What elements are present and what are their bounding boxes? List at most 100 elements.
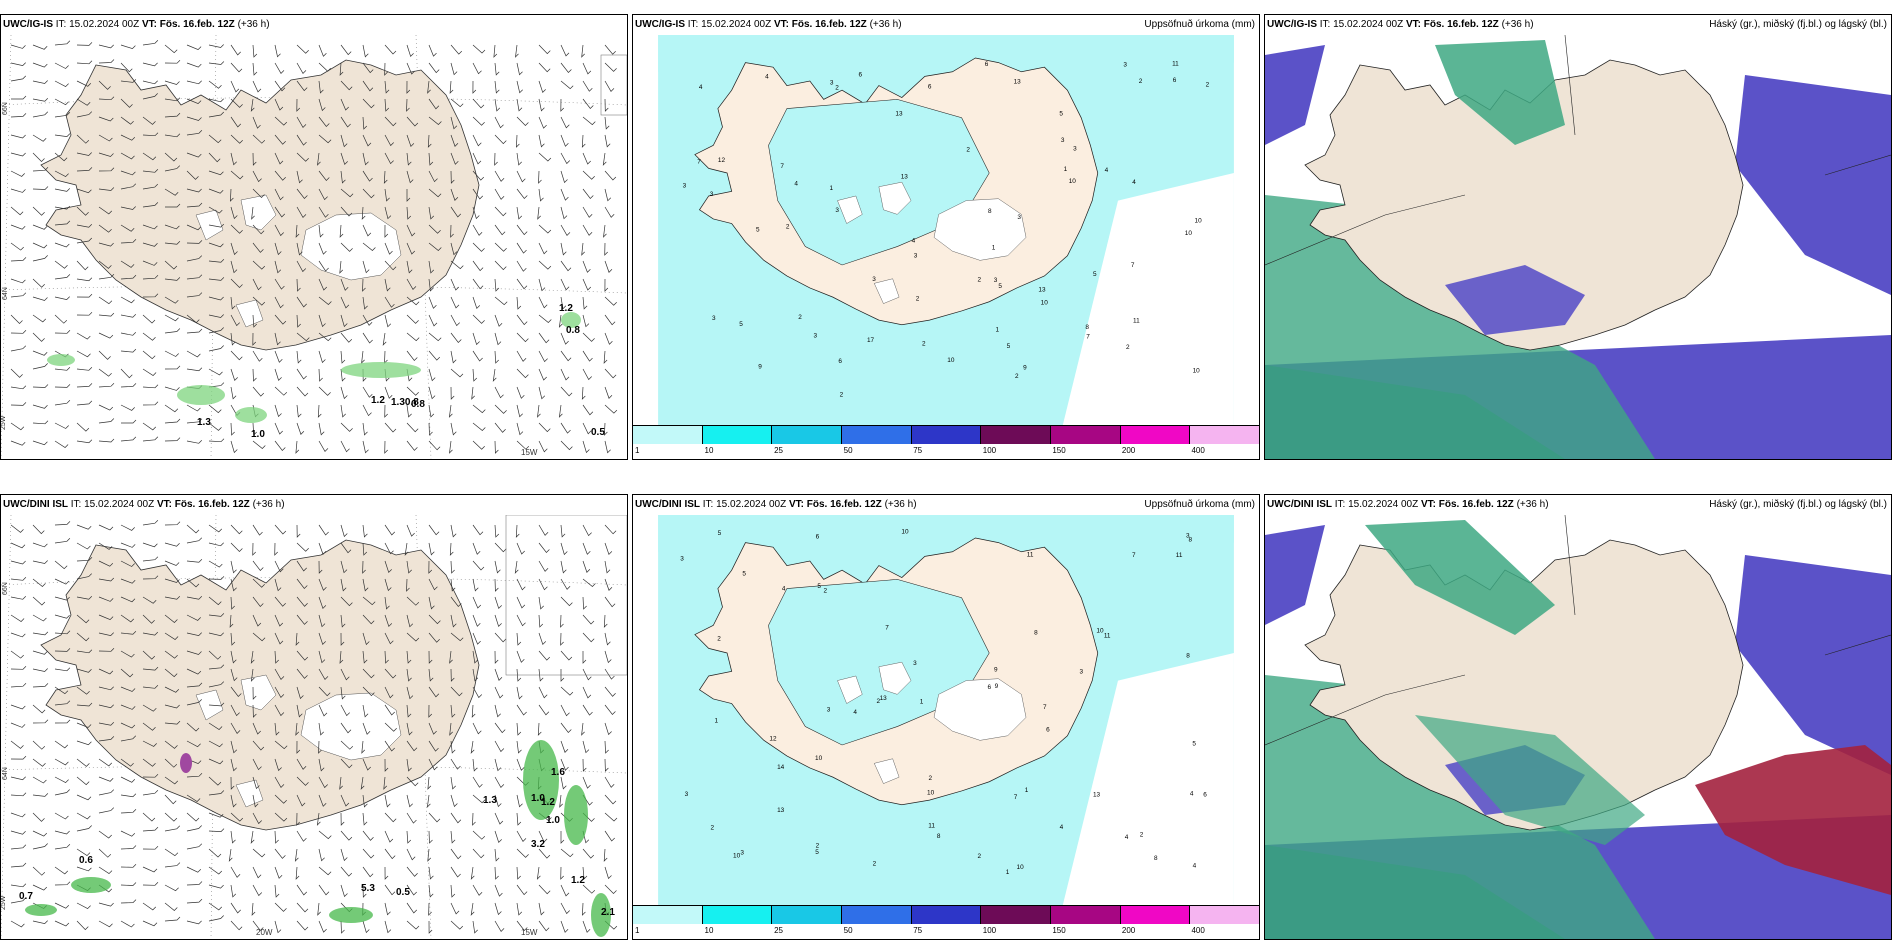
wind-barb xyxy=(274,332,281,346)
wind-barb xyxy=(208,884,224,889)
glacier xyxy=(878,181,912,215)
wind-barb xyxy=(98,524,114,531)
wind-barb xyxy=(340,350,346,364)
wind-barb xyxy=(516,758,525,771)
wind-barb xyxy=(340,170,346,184)
wind-barb xyxy=(538,578,548,591)
wind-barb xyxy=(32,920,48,924)
wind-barb xyxy=(10,920,25,928)
wind-barb xyxy=(406,632,420,642)
wind-barb xyxy=(10,596,27,600)
map-value-label: 5 xyxy=(1192,741,1196,748)
wind-barb xyxy=(449,542,454,556)
wind-barb xyxy=(450,116,458,130)
wind-barb xyxy=(538,902,545,916)
wind-barb xyxy=(449,650,453,664)
wind-barb xyxy=(186,116,202,121)
wind-barb xyxy=(450,188,459,201)
wind-barb xyxy=(537,206,541,220)
wind-barb xyxy=(98,721,115,726)
wind-barb xyxy=(54,630,71,635)
wind-barb xyxy=(230,632,236,646)
wind-barb xyxy=(98,382,115,388)
wind-barb xyxy=(340,614,346,628)
wind-barb xyxy=(318,188,328,201)
wind-barb xyxy=(362,152,369,166)
wind-barb xyxy=(581,44,585,58)
wind-barb xyxy=(406,260,413,274)
wind-barb xyxy=(384,614,393,628)
wind-barb xyxy=(296,314,301,328)
wind-barb xyxy=(54,133,71,137)
map-value-label: 2 xyxy=(922,340,926,347)
wind-barb xyxy=(120,758,134,767)
map-value-label: 5 xyxy=(1093,271,1097,278)
wind-value-labels: 1.31.01.2 1.30.80.81.20.50.8 xyxy=(197,303,605,440)
wind-barb xyxy=(472,206,480,220)
wind-barb xyxy=(120,436,137,442)
wind-barb xyxy=(384,62,388,76)
wind-value-label: 1.2 xyxy=(371,395,385,406)
wind-barb xyxy=(98,776,114,782)
map-value-label: 4 xyxy=(765,74,769,81)
wind-barb xyxy=(339,650,344,664)
wind-barb xyxy=(516,314,528,326)
wind-barb xyxy=(582,668,592,681)
wind-barb xyxy=(10,422,25,431)
wind-barb xyxy=(604,884,617,894)
wind-barb xyxy=(186,812,200,822)
low-cloud-layer xyxy=(1265,525,1325,625)
panel-title: UWC/DINI ISL IT: 15.02.2024 00Z VT: Fös.… xyxy=(3,499,285,510)
wind-barb xyxy=(494,278,500,292)
wind-barb xyxy=(494,524,500,538)
wind-value-label: 1.2 xyxy=(571,875,585,886)
wind-barb xyxy=(230,80,240,93)
wind-barb xyxy=(340,386,348,400)
wind-barb xyxy=(142,812,156,822)
wind-barb xyxy=(98,242,114,247)
wind-barb xyxy=(494,62,500,76)
wind-barb xyxy=(252,116,261,129)
wind-barb xyxy=(274,368,282,382)
wind-barb xyxy=(428,260,435,274)
map-value-label: 1 xyxy=(1025,787,1029,794)
wind-barb xyxy=(54,789,70,796)
wind-barb xyxy=(516,260,527,272)
panel-title: UWC/IG-IS IT: 15.02.2024 00Z VT: Fös. 16… xyxy=(3,19,270,30)
wind-barb xyxy=(76,311,93,316)
wind-barb xyxy=(406,794,413,808)
wind-barb xyxy=(230,314,240,327)
wind-barb xyxy=(274,902,287,912)
wind-barb xyxy=(274,422,283,435)
map-value-label: 1 xyxy=(995,327,999,334)
wind-barb xyxy=(406,596,420,606)
wind-barb xyxy=(560,902,570,915)
wind-barb xyxy=(274,98,284,111)
wind-barb xyxy=(494,224,506,236)
wind-barb xyxy=(362,524,368,538)
wind-barb xyxy=(10,650,24,659)
wind-barb xyxy=(560,98,565,112)
wind-barb xyxy=(450,830,456,844)
wind-barb xyxy=(450,386,455,400)
wind-barb xyxy=(186,255,203,262)
wind-barb xyxy=(361,350,365,364)
panel-right-title: Háský (gr.), miðský (fj.bl.) og lágský (… xyxy=(1709,19,1887,30)
wind-barb xyxy=(426,794,431,808)
wind-barb xyxy=(274,830,279,844)
wind-barb xyxy=(494,668,503,681)
wind-barb xyxy=(494,776,505,788)
wind-barb xyxy=(450,368,464,378)
legend-tick-label: 50 xyxy=(843,926,853,935)
legend-tick-label: 400 xyxy=(1191,926,1205,935)
wind-barb xyxy=(76,812,91,820)
wind-barb xyxy=(230,386,237,400)
legend-swatch xyxy=(842,426,912,444)
wind-barb xyxy=(516,152,522,166)
wind-barb xyxy=(229,614,234,628)
wind-barb xyxy=(186,614,201,621)
wind-barb xyxy=(428,812,441,823)
wind-barb xyxy=(208,650,222,660)
wind-barb xyxy=(538,134,545,148)
